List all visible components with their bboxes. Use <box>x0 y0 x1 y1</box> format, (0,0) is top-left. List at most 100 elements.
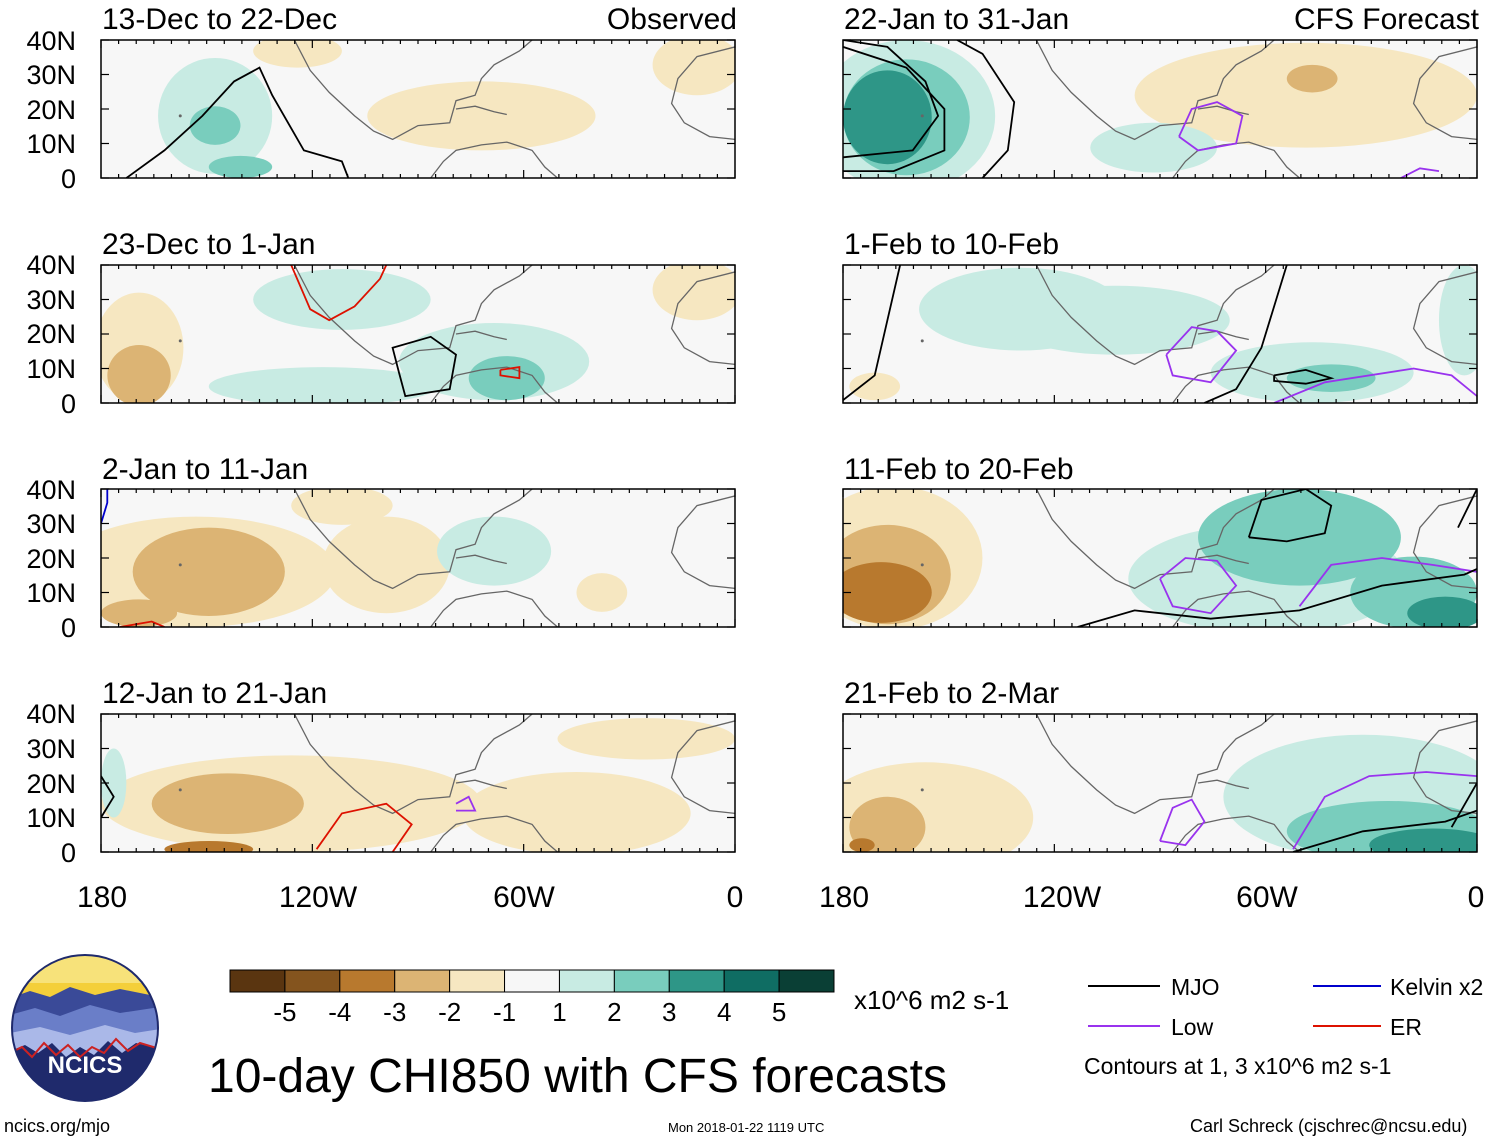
south-america-coast <box>430 141 558 178</box>
contours <box>843 265 1477 403</box>
mjo-contour <box>843 46 946 173</box>
anomaly-blob <box>101 599 178 627</box>
colorbar-tick-label: 4 <box>716 997 732 1027</box>
er-contour <box>315 802 413 852</box>
anomaly-blob <box>1407 596 1477 627</box>
anomaly-blob <box>1090 122 1218 173</box>
anomaly-blob <box>253 40 342 68</box>
lon-label: 120W <box>278 881 358 914</box>
contours <box>1077 489 1477 627</box>
colorbar-tick-label: -3 <box>383 997 407 1027</box>
coastlines <box>178 40 735 178</box>
low-contour <box>1178 101 1244 152</box>
anomaly-blob <box>164 840 254 852</box>
anomaly-shading <box>843 734 1477 852</box>
africa-coast <box>670 495 735 590</box>
lat-label: 30N <box>26 734 76 764</box>
colorbar-tick-label: -2 <box>438 997 462 1027</box>
anomaly-shading <box>101 489 628 627</box>
anomaly-blob <box>843 562 932 623</box>
colorbar-swatch <box>613 969 670 993</box>
lon-label: 180 <box>76 881 128 914</box>
caribbean-islands <box>455 330 507 341</box>
panel-title: 21-Feb to 2-Mar <box>844 677 1060 710</box>
lat-label: 10N <box>26 129 76 159</box>
er-contour <box>119 620 165 627</box>
anomaly-blob <box>367 81 596 151</box>
observed-label: Observed <box>606 3 737 36</box>
hawaii-islands <box>920 563 924 567</box>
anomaly-blob <box>1286 64 1338 93</box>
anomaly-blob <box>208 367 437 403</box>
low-contour <box>1292 771 1477 850</box>
axis-ticks <box>842 264 1478 404</box>
south-america-coast <box>430 590 558 627</box>
caribbean-islands <box>1197 330 1249 341</box>
map-panel-p6 <box>842 264 1478 404</box>
er-contour <box>290 265 388 322</box>
map-panel-p4 <box>100 713 736 853</box>
hawaii-islands <box>178 563 182 567</box>
er-contour <box>499 366 521 380</box>
anomaly-blob <box>1001 285 1230 355</box>
lat-label: 20N <box>26 319 76 349</box>
colorbar-tick-label: 1 <box>552 997 567 1027</box>
lat-label: 30N <box>26 60 76 90</box>
lat-label: 20N <box>26 95 76 125</box>
anomaly-blob <box>849 372 901 401</box>
africa-coast <box>670 46 735 141</box>
anomaly-blob <box>291 489 393 525</box>
colorbar-units: x10^6 m2 s-1 <box>854 985 1010 1015</box>
site-url: ncics.org/mjo <box>4 1116 111 1136</box>
colorbar-tick-label: 3 <box>662 997 677 1027</box>
lat-label: 40N <box>26 250 76 280</box>
lat-label: 20N <box>26 544 76 574</box>
anomaly-blob <box>462 771 691 852</box>
lon-label: 180 <box>818 881 870 914</box>
lat-label: 0 <box>60 838 76 868</box>
legend-label: MJO <box>1171 974 1220 1000</box>
lat-label: 10N <box>26 578 76 608</box>
axis-ticks <box>100 39 736 179</box>
panel-title: 13-Dec to 22-Dec <box>102 3 338 36</box>
kelvin-contour <box>101 489 109 524</box>
low-contour <box>1159 798 1206 847</box>
caribbean-islands <box>1197 554 1249 565</box>
colorbar-swatch <box>668 969 725 993</box>
anomaly-blob <box>1369 828 1477 852</box>
lat-label: 40N <box>26 475 76 505</box>
contours <box>843 40 1440 178</box>
anomaly-blob <box>101 748 127 818</box>
lon-label: 60W <box>493 881 555 914</box>
panel-title: 1-Feb to 10-Feb <box>844 228 1060 261</box>
africa-coast <box>670 720 735 815</box>
lat-label: 30N <box>26 285 76 315</box>
lat-label: 0 <box>60 164 76 194</box>
caribbean-islands <box>1197 105 1249 116</box>
anomaly-blob <box>322 516 450 614</box>
colorbar-swatch <box>284 969 341 993</box>
lat-label: 30N <box>26 509 76 539</box>
low-contour <box>1273 367 1477 403</box>
caribbean-islands <box>455 105 507 116</box>
ncics-logo: NCICS <box>11 954 159 1102</box>
caribbean-islands <box>1197 779 1249 790</box>
lat-label: 40N <box>26 26 76 56</box>
south-america-coast <box>1172 366 1300 403</box>
map-panel-p5 <box>842 39 1478 179</box>
colorbar-tick-label: -4 <box>328 997 352 1027</box>
caribbean-islands <box>455 779 507 790</box>
anomaly-blob <box>849 838 875 852</box>
lat-label: 0 <box>60 613 76 643</box>
map-panel-p3 <box>100 488 736 628</box>
axis-ticks <box>100 264 736 404</box>
anomaly-blob <box>132 527 285 616</box>
africa-coast <box>1412 46 1477 141</box>
panel-title: 11-Feb to 20-Feb <box>844 453 1074 486</box>
caribbean-islands <box>455 554 507 565</box>
anomaly-shading <box>843 40 1477 178</box>
low-contour <box>1298 557 1477 607</box>
mjo-contour <box>1292 809 1477 852</box>
mjo-contour <box>125 66 350 178</box>
logo-text: NCICS <box>48 1052 123 1079</box>
